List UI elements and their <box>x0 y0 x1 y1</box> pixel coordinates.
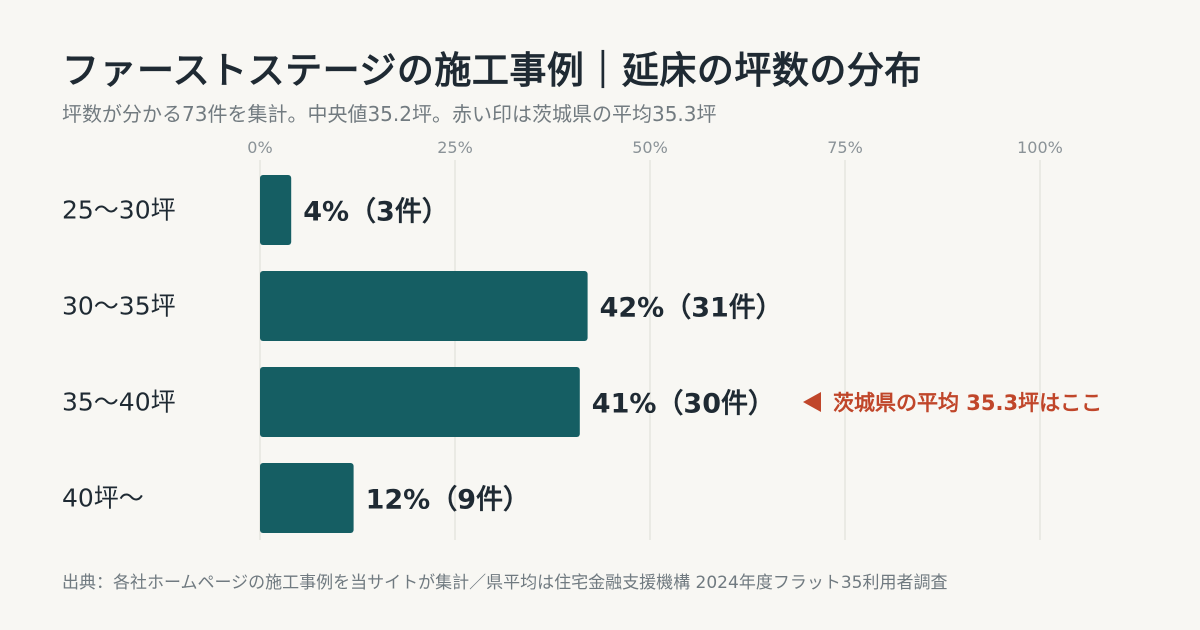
x-tick-label: 50% <box>632 138 668 157</box>
value-label: 41%（30件） <box>592 389 775 420</box>
value-label: 42%（31件） <box>600 293 783 324</box>
chart-title: ファーストステージの施工事例｜延床の坪数の分布 <box>62 49 922 92</box>
value-label: 12%（9件） <box>366 485 530 516</box>
source-note: 出典：各社ホームページの施工事例を当サイトが集計／県平均は住宅金融支援機構 20… <box>62 573 948 593</box>
annotation-marker-icon <box>803 392 821 412</box>
category-label: 35〜40坪 <box>62 388 176 417</box>
category-label: 30〜35坪 <box>62 292 176 321</box>
category-label: 25〜30坪 <box>62 196 176 225</box>
bar <box>260 463 354 533</box>
chart-subtitle: 坪数が分かる73件を集計。中央値35.2坪。赤い印は茨城県の平均35.3坪 <box>62 102 717 126</box>
x-tick-label: 25% <box>437 138 473 157</box>
value-label: 4%（3件） <box>303 197 449 228</box>
bar <box>260 271 588 341</box>
category-label: 40坪〜 <box>62 484 144 513</box>
bar <box>260 175 292 245</box>
bar <box>260 367 580 437</box>
x-tick-label: 75% <box>827 138 863 157</box>
x-tick-label: 0% <box>247 138 272 157</box>
annotation-text: 茨城県の平均 35.3坪はここ <box>833 391 1102 415</box>
x-tick-label: 100% <box>1017 138 1063 157</box>
